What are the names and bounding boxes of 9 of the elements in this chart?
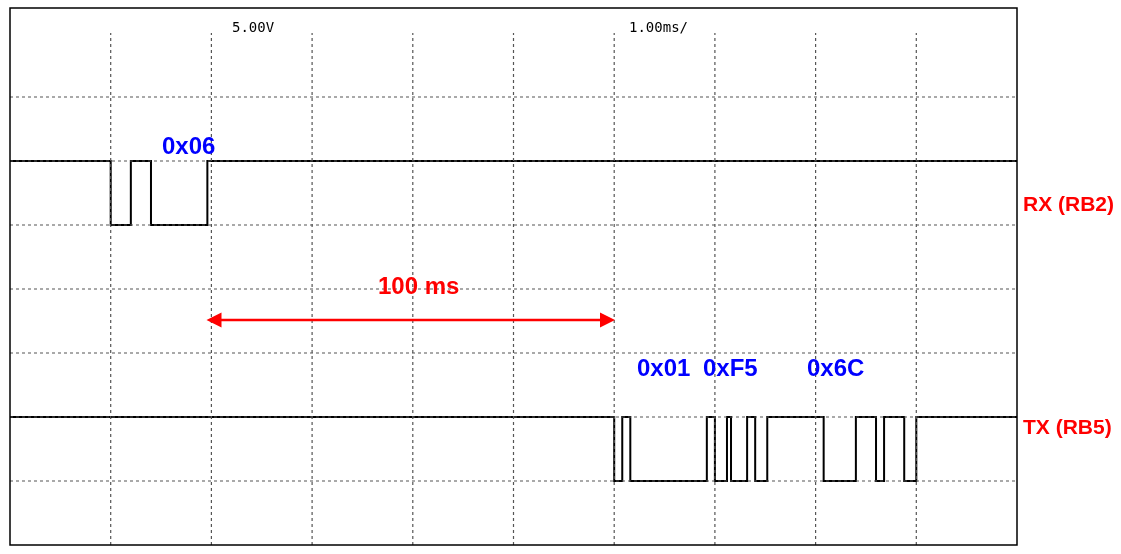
annotation: 0x6C xyxy=(807,354,865,381)
annotation: 100 ms xyxy=(378,272,460,299)
text: 5.00V xyxy=(232,19,275,35)
text: 1.00ms/ xyxy=(629,19,689,35)
series-label: RX (RB2) xyxy=(1023,192,1115,215)
series-label: TX (RB5) xyxy=(1023,415,1112,438)
annotation: 0x01 xyxy=(637,354,691,381)
annotation: 0xF5 xyxy=(703,354,758,381)
text: 0x06 xyxy=(162,132,216,159)
